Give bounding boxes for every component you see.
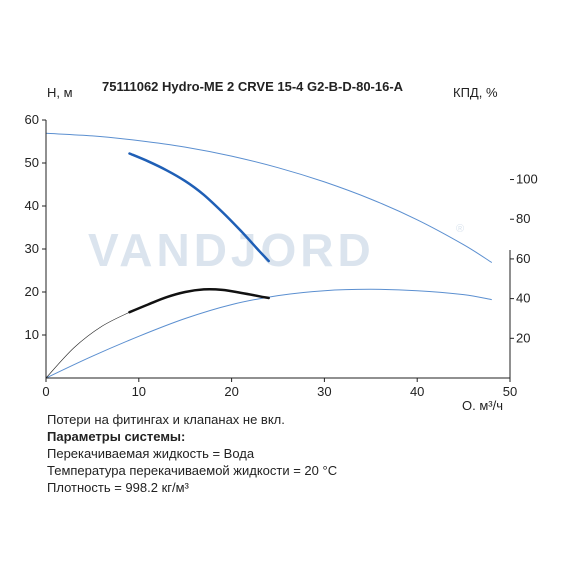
x-tick-label: 20 xyxy=(224,384,238,399)
series-layer xyxy=(45,132,492,379)
system-notes: Потери на фитингах и клапанах не вкл. Па… xyxy=(47,411,337,496)
y-tick-label: 40 xyxy=(25,198,39,213)
note-temperature: Температура перекачиваемой жидкости = 20… xyxy=(47,463,338,478)
y-axis-label: H, м xyxy=(47,85,73,100)
y-tick-label: 10 xyxy=(25,327,39,342)
x-tick-label: 40 xyxy=(410,384,424,399)
y-tick-label: 30 xyxy=(25,241,39,256)
y2-tick-label: 100 xyxy=(516,172,538,187)
x-tick-label: 10 xyxy=(132,384,146,399)
x-tick-label: 30 xyxy=(317,384,331,399)
x-tick-label: 50 xyxy=(503,384,517,399)
y2-tick-label: 40 xyxy=(516,291,530,306)
series-line-1 xyxy=(45,132,492,263)
axes-layer: 0 10 20 30 40 50 10 20 30 40 50 60 20 40 60 80 100 xyxy=(25,112,538,399)
note-liquid: Перекачиваемая жидкость = Вода xyxy=(47,446,255,461)
chart-title: 75111062 Hydro-ME 2 CRVE 15-4 G2-B-D-80-… xyxy=(102,79,404,94)
pump-curve-chart: VANDJORD ® 0 10 20 30 40 50 10 20 30 40 50 60 20 40 60… xyxy=(25,79,538,410)
series-line-5 xyxy=(128,288,270,314)
y-tick-label: 60 xyxy=(25,112,39,127)
watermark: VANDJORD xyxy=(88,224,375,276)
series-line-2 xyxy=(128,152,270,263)
watermark-registered: ® xyxy=(456,223,464,235)
note-density: Плотность = 998.2 кг/м³ xyxy=(47,480,189,495)
y2-tick-label: 20 xyxy=(516,330,530,345)
y-tick-label: 50 xyxy=(25,155,39,170)
y2-axis-label: КПД, % xyxy=(453,85,498,100)
series-line-4 xyxy=(45,311,130,379)
note-losses: Потери на фитингах и клапанах не вкл. xyxy=(47,412,285,427)
x-tick-label: 0 xyxy=(42,384,49,399)
x-axis-label: Q, м³/ч xyxy=(462,398,503,410)
note-heading: Параметры системы: xyxy=(47,429,186,444)
y-tick-label: 20 xyxy=(25,284,39,299)
y2-tick-label: 80 xyxy=(516,211,530,226)
series-line-3 xyxy=(45,288,492,379)
y2-tick-label: 60 xyxy=(516,251,530,266)
